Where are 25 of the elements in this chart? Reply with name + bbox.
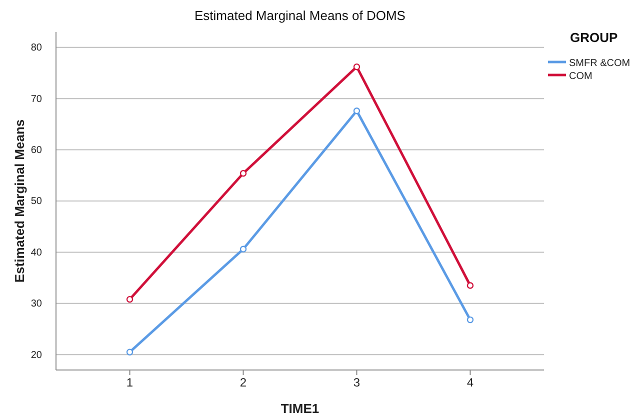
x-axis-title: TIME1 [280,401,320,416]
point [240,170,247,177]
legend-label: COM [569,71,592,82]
point [466,282,474,289]
y-tick-label: 60 [30,144,42,156]
y-tick-label: 20 [30,350,42,361]
chart-title: Estimated Marginal Means of DOMS [194,8,406,23]
y-axis-title: Estimated Marginal Means [12,119,27,283]
point [353,63,360,70]
point [126,348,134,356]
y-tick-label: 70 [30,94,42,105]
y-tick-label: 30 [30,298,42,310]
x-tick-label: 2 [240,376,247,390]
legend-label: SMFR &COM [569,58,630,69]
y-tick-label: 50 [30,196,42,208]
x-tick-label: 1 [126,376,134,390]
x-tick-label: 4 [466,376,474,390]
y-tick-label: 80 [30,42,42,54]
point [353,108,360,114]
y-tick-label: 40 [30,247,42,258]
point [126,296,134,303]
x-tick-label: 3 [353,376,360,390]
point [240,246,247,252]
legend-title: GROUP [570,30,618,45]
point [466,316,474,324]
